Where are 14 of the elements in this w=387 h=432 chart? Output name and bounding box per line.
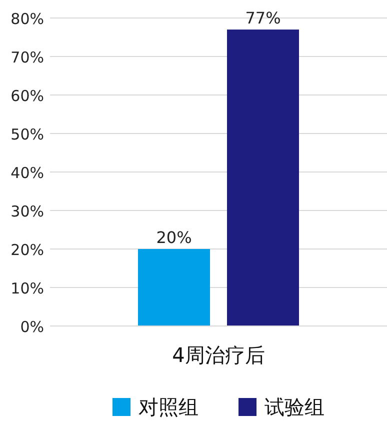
y-tick-label: 50% xyxy=(10,126,44,144)
y-tick-label: 80% xyxy=(10,10,44,28)
y-tick-label: 20% xyxy=(10,241,44,259)
legend-label: 对照组 xyxy=(138,395,198,419)
y-tick-label: 0% xyxy=(20,318,44,336)
data-label: 77% xyxy=(245,8,281,28)
data-label: 20% xyxy=(156,228,192,247)
y-tick-label: 40% xyxy=(10,164,44,182)
y-tick-label: 60% xyxy=(10,87,44,105)
x-tick-label: 4周治疗后 xyxy=(172,343,265,367)
y-tick-label: 30% xyxy=(10,202,44,220)
y-tick-label: 10% xyxy=(10,280,44,298)
y-tick-label: 70% xyxy=(10,48,44,66)
legend-label: 试验组 xyxy=(264,395,324,419)
